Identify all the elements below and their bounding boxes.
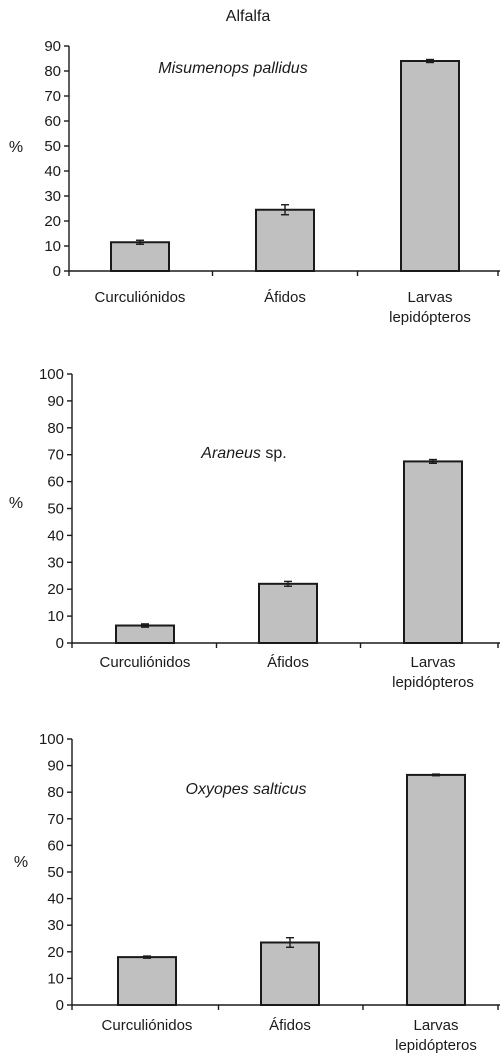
bar [260, 941, 320, 1006]
y-tick-label: 70 [47, 447, 64, 464]
species-name-italic: Oxyopes salticus [186, 781, 307, 798]
x-category-label: lepidópteros [392, 674, 474, 691]
y-tick-label: 50 [47, 864, 64, 881]
y-tick-label: 40 [47, 891, 64, 908]
species-annotation: Oxyopes salticus [186, 781, 307, 798]
x-category-label: Larvas [410, 654, 455, 671]
y-tick-label: 40 [47, 527, 64, 544]
x-category-label: Curculiónidos [100, 654, 191, 671]
y-tick-label: 80 [47, 420, 64, 437]
y-tick-label: 0 [53, 263, 61, 280]
y-tick-label: 70 [47, 811, 64, 828]
y-tick-label: 20 [47, 581, 64, 598]
bar [110, 241, 170, 272]
y-tick-label: 90 [44, 38, 61, 55]
bar [400, 60, 460, 272]
y-tick-label: 100 [39, 366, 64, 383]
y-tick-label: 10 [47, 608, 64, 625]
y-tick-label: 30 [47, 917, 64, 934]
y-axis-label: % [9, 139, 23, 156]
x-category-label: Larvas [413, 1017, 458, 1034]
x-category-label: lepidópteros [395, 1037, 477, 1054]
y-tick-label: 60 [47, 474, 64, 491]
y-tick-label: 70 [44, 88, 61, 105]
bar [117, 956, 177, 1006]
y-tick-label: 30 [44, 188, 61, 205]
y-tick-label: 60 [47, 837, 64, 854]
chart-panel-3: 0 10 20 30 40 50 60 70 80 90 100% Oxyopes salticus C… [14, 731, 500, 1054]
y-tick-label: 20 [47, 944, 64, 961]
x-category-label: Áfidos [269, 1017, 311, 1034]
figure-title: Alfalfa [226, 8, 271, 25]
y-tick-label: 60 [44, 113, 61, 130]
y-axis-label: % [9, 495, 23, 512]
y-tick-label: 40 [44, 163, 61, 180]
chart-panel-2: 0 10 20 30 40 50 60 70 80 90 100% Araneus sp. Curcul… [9, 366, 500, 691]
x-category-label: Larvas [407, 289, 452, 306]
bar [403, 460, 463, 644]
y-tick-label: 0 [56, 635, 64, 652]
y-tick-label: 10 [44, 238, 61, 255]
bar [258, 582, 318, 645]
y-tick-label: 50 [44, 138, 61, 155]
y-tick-label: 20 [44, 213, 61, 230]
y-tick-label: 80 [47, 784, 64, 801]
y-tick-label: 100 [39, 731, 64, 748]
y-tick-label: 80 [44, 63, 61, 80]
species-annotation: Misumenops pallidus [158, 60, 307, 77]
y-axis-label: % [14, 854, 28, 871]
x-category-label: Áfidos [264, 289, 306, 306]
bar [115, 624, 175, 645]
x-category-label: Curculiónidos [95, 289, 186, 306]
bar [406, 773, 466, 1006]
x-category-label: Curculiónidos [102, 1017, 193, 1034]
species-suffix: sp. [261, 445, 287, 462]
y-tick-label: 50 [47, 501, 64, 518]
chart-panel-1: 0 10 20 30 40 50 60 70 80 90% Misumenops pallidus C… [9, 38, 500, 326]
y-tick-label: 30 [47, 554, 64, 571]
species-annotation: Araneus sp. [200, 445, 286, 462]
species-name-italic: Misumenops pallidus [158, 60, 307, 77]
y-tick-label: 90 [47, 393, 64, 410]
species-name-italic: Araneus [200, 445, 261, 462]
y-tick-label: 0 [56, 997, 64, 1014]
x-category-label: lepidópteros [389, 309, 471, 326]
bar [255, 208, 315, 272]
x-category-label: Áfidos [267, 654, 309, 671]
y-tick-label: 10 [47, 970, 64, 987]
y-tick-label: 90 [47, 758, 64, 775]
